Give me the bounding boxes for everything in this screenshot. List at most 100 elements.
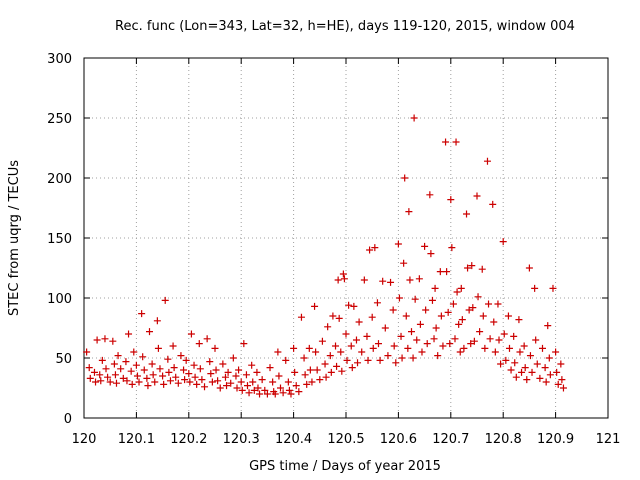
data-point <box>106 378 114 386</box>
data-point <box>395 294 403 302</box>
data-point <box>352 336 360 344</box>
data-point <box>321 360 329 368</box>
data-point <box>114 352 122 360</box>
data-point <box>240 340 248 348</box>
data-point <box>271 390 279 398</box>
data-point <box>232 372 240 380</box>
data-point <box>166 377 174 385</box>
data-point <box>423 340 431 348</box>
data-point <box>261 386 269 394</box>
data-point <box>90 368 98 376</box>
data-point <box>448 244 456 252</box>
data-point <box>329 312 337 320</box>
data-point <box>164 355 172 363</box>
x-axis-label: GPS time / Days of year 2015 <box>249 459 441 474</box>
data-point <box>467 340 475 348</box>
data-point <box>485 300 493 308</box>
data-point <box>398 354 406 362</box>
data-point <box>235 366 243 374</box>
data-point <box>387 278 395 286</box>
data-point <box>476 328 484 336</box>
x-tick-label: 120.8 <box>485 432 522 447</box>
y-tick-label: 300 <box>47 52 72 67</box>
data-point <box>507 366 515 374</box>
data-point <box>151 378 159 386</box>
data-point <box>430 335 438 343</box>
data-point <box>327 368 335 376</box>
data-point <box>504 312 512 320</box>
data-point <box>133 372 141 380</box>
x-tick-label: 120 <box>72 432 97 447</box>
data-point <box>187 330 195 338</box>
data-point <box>185 370 193 378</box>
data-point <box>381 324 389 332</box>
y-tick-label: 0 <box>64 412 72 427</box>
data-point <box>489 200 497 208</box>
data-point <box>266 364 274 372</box>
data-point <box>437 312 445 320</box>
data-point <box>148 360 156 368</box>
data-point <box>284 378 292 386</box>
data-point <box>505 344 513 352</box>
data-point <box>186 378 194 386</box>
y-tick-label: 50 <box>55 352 72 367</box>
data-point <box>442 138 450 146</box>
data-point <box>254 384 262 392</box>
data-point <box>324 323 332 331</box>
plot-frame <box>83 57 609 419</box>
data-point <box>195 340 203 348</box>
data-point <box>287 390 295 398</box>
data-point <box>536 374 544 382</box>
data-point <box>394 240 402 248</box>
y-tick-label: 150 <box>47 232 72 247</box>
data-point <box>313 366 321 374</box>
data-point <box>269 378 277 386</box>
data-point <box>318 337 326 345</box>
data-point <box>457 284 465 292</box>
data-point <box>413 336 421 344</box>
data-point <box>502 356 510 364</box>
data-point <box>223 382 231 390</box>
data-point <box>553 368 561 376</box>
data-point <box>322 373 330 381</box>
data-point <box>96 371 104 379</box>
data-point <box>546 371 554 379</box>
x-tick-label: 120.6 <box>380 432 417 447</box>
data-point <box>169 342 177 350</box>
data-point <box>85 364 93 372</box>
data-point <box>233 384 241 392</box>
x-tick-label: 121 <box>596 432 621 447</box>
data-point <box>483 157 491 165</box>
data-point <box>258 376 266 384</box>
data-point <box>154 344 162 352</box>
data-point <box>248 361 256 369</box>
data-point <box>172 373 180 381</box>
data-point <box>373 299 381 307</box>
data-point <box>350 302 358 310</box>
data-point <box>364 356 372 364</box>
data-point <box>345 301 353 309</box>
data-point <box>558 376 566 384</box>
data-point <box>342 330 350 338</box>
data-point <box>127 367 135 375</box>
data-point <box>406 276 414 284</box>
data-point <box>397 332 405 340</box>
data-point <box>411 295 419 303</box>
data-point <box>337 348 345 356</box>
data-point <box>161 296 169 304</box>
data-point <box>401 174 409 182</box>
data-point <box>516 348 524 356</box>
data-point <box>511 359 519 367</box>
data-point <box>135 378 143 386</box>
data-point <box>526 352 534 360</box>
data-point <box>193 380 201 388</box>
data-point <box>428 296 436 304</box>
data-point <box>143 374 151 382</box>
data-point <box>216 384 224 392</box>
data-point <box>379 277 387 285</box>
data-point <box>208 378 216 386</box>
data-point <box>144 382 152 390</box>
y-tick-label: 250 <box>47 112 72 127</box>
data-point <box>465 306 473 314</box>
